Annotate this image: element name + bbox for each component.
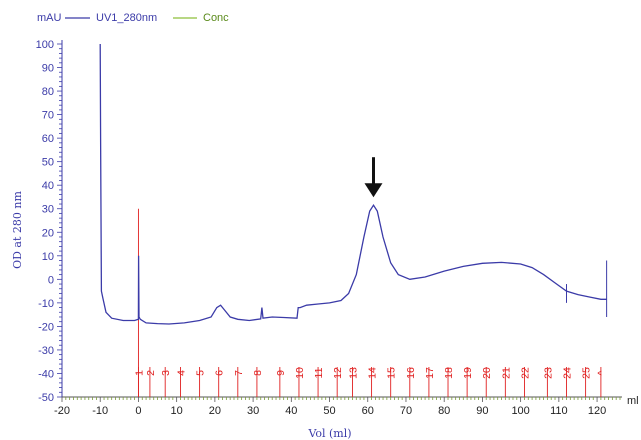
x-tick-label: 30 — [247, 405, 259, 417]
x-tick-label: 0 — [135, 405, 141, 417]
fraction-label: 24 — [561, 367, 573, 379]
series-layer — [99, 43, 608, 325]
fraction-label: 1 — [133, 370, 145, 376]
fraction-label: 19 — [462, 367, 474, 379]
x-unit-label: ml — [627, 395, 639, 407]
fraction-label: 5 — [195, 370, 207, 376]
fraction-label: ^ — [596, 370, 608, 375]
x-tick-label: 80 — [438, 405, 450, 417]
y-tick-label: 10 — [42, 251, 54, 263]
fraction-label: 6 — [214, 370, 226, 376]
y-tick-label: 0 — [48, 274, 54, 286]
y-tick-label: 30 — [42, 204, 54, 216]
fraction-label: 13 — [347, 367, 359, 379]
fraction-label: 25 — [581, 367, 593, 379]
y-unit-label: mAU — [37, 12, 62, 24]
y-tick-label: 80 — [42, 86, 54, 98]
legend-label-conc: Conc — [203, 12, 229, 24]
fraction-label: 7 — [233, 370, 245, 376]
x-tick-label: -20 — [54, 405, 70, 417]
fraction-label: 17 — [424, 367, 436, 379]
fraction-label: 15 — [386, 367, 398, 379]
y-tick-label: -10 — [38, 298, 54, 310]
y-tick-label: 40 — [42, 180, 54, 192]
y-tick-label: 100 — [36, 39, 54, 51]
y-tick-label: -50 — [38, 392, 54, 404]
fraction-label: 16 — [405, 367, 417, 379]
x-tick-label: 10 — [171, 405, 183, 417]
series-line-uv1 — [99, 43, 607, 325]
x-tick-label: 50 — [323, 405, 335, 417]
x-tick-label: 40 — [285, 405, 297, 417]
axes: 1009080706050403020100-10-20-30-40-50-20… — [36, 39, 622, 417]
x-tick-label: 20 — [209, 405, 221, 417]
fraction-label: 9 — [275, 370, 287, 376]
y-tick-label: 20 — [42, 227, 54, 239]
legend-label-uv1: UV1_280nm — [96, 12, 157, 24]
y-tick-label: -20 — [38, 321, 54, 333]
y-tick-label: 50 — [42, 157, 54, 169]
x-tick-label: 70 — [400, 405, 412, 417]
fraction-label: 11 — [313, 367, 325, 378]
x-tick-label: 100 — [511, 405, 529, 417]
fraction-label: 14 — [367, 367, 379, 379]
x-tick-label: 110 — [550, 405, 568, 417]
fraction-label: 22 — [519, 367, 531, 379]
y-tick-label: 90 — [42, 63, 54, 75]
y-tick-label: 60 — [42, 133, 54, 145]
x-tick-label: 90 — [476, 405, 488, 417]
arrow-head — [364, 183, 383, 198]
fraction-label: 20 — [481, 367, 493, 379]
y-axis-label: OD at 280 nm — [11, 191, 24, 269]
fraction-label: 12 — [332, 367, 344, 379]
y-tick-label: -40 — [38, 368, 54, 380]
x-axis-label: Vol (ml) — [307, 427, 351, 440]
legend: mAU UV1_280nm Conc — [37, 12, 229, 24]
x-tick-label: 60 — [362, 405, 374, 417]
fraction-label: 18 — [443, 367, 455, 379]
y-tick-label: 70 — [42, 110, 54, 122]
fraction-label: 4 — [175, 370, 187, 376]
fraction-label: 8 — [252, 370, 264, 376]
fraction-label: 21 — [500, 367, 512, 379]
fraction-label: 3 — [160, 370, 172, 376]
x-tick-label: -10 — [92, 405, 108, 417]
fraction-label: 10 — [294, 367, 306, 379]
x-tick-label: 120 — [588, 405, 606, 417]
fraction-label: 2 — [145, 370, 157, 376]
peak-arrow-icon — [364, 157, 383, 198]
y-tick-label: -30 — [38, 345, 54, 357]
fraction-label: 23 — [542, 367, 554, 379]
fraction-markers: 1 2 3 4 5 6 7 8 9 10 11 12 13 14 15 16 17 18 19 20 21 22 23 24 2… — [133, 208, 608, 397]
